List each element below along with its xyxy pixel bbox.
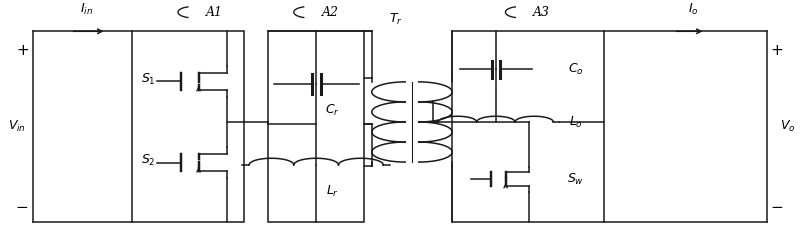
Bar — [452, 31, 604, 222]
Text: $S_w$: $S_w$ — [567, 172, 584, 187]
Bar — [268, 31, 364, 222]
Text: −: − — [16, 200, 29, 215]
Text: A3: A3 — [534, 6, 550, 19]
Text: A1: A1 — [206, 6, 223, 19]
Text: $I_{in}$: $I_{in}$ — [80, 2, 93, 17]
Text: $V_{in}$: $V_{in}$ — [8, 119, 26, 134]
Text: −: − — [770, 200, 783, 215]
Text: +: + — [16, 43, 29, 58]
Bar — [133, 31, 244, 222]
Text: $L_r$: $L_r$ — [326, 184, 338, 199]
Text: $L_o$: $L_o$ — [569, 114, 582, 129]
Text: +: + — [770, 43, 783, 58]
Text: $C_o$: $C_o$ — [568, 62, 583, 77]
Text: $T_r$: $T_r$ — [389, 12, 403, 27]
Text: $S_2$: $S_2$ — [141, 153, 156, 168]
Text: $C_r$: $C_r$ — [325, 103, 339, 118]
Text: $I_o$: $I_o$ — [688, 2, 699, 17]
Text: A2: A2 — [322, 6, 338, 19]
Text: $V_o$: $V_o$ — [779, 119, 795, 134]
Text: $S_1$: $S_1$ — [141, 71, 156, 87]
